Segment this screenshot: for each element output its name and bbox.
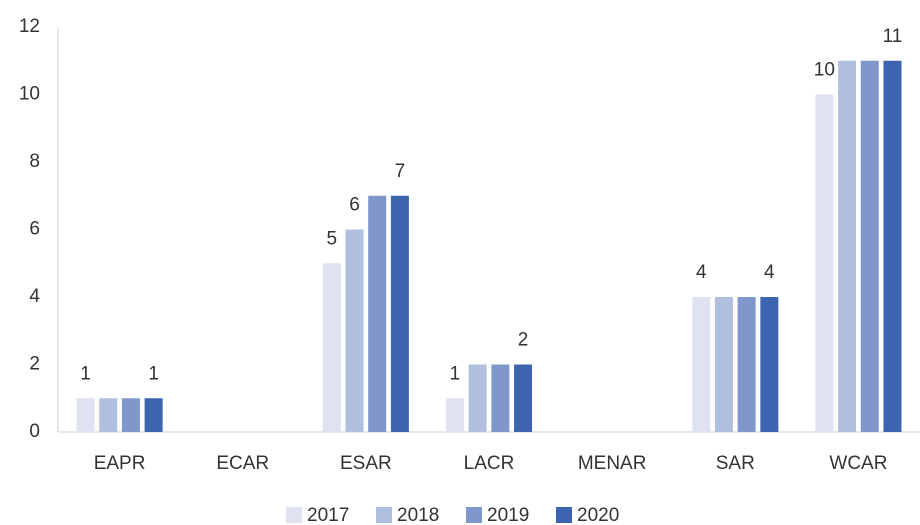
data-label: 4: [764, 262, 775, 283]
bar: [491, 364, 510, 432]
x-tick-label: EAPR: [94, 453, 146, 474]
bar: [883, 60, 902, 432]
data-label: 6: [349, 195, 360, 216]
y-tick-label: 10: [19, 84, 40, 105]
x-tick-label: ESAR: [340, 453, 392, 474]
data-label: 1: [450, 363, 461, 384]
legend-swatch: [466, 507, 482, 523]
bar: [838, 60, 857, 432]
data-label: 5: [327, 228, 338, 249]
bar: [76, 398, 95, 432]
x-tick-label: WCAR: [829, 453, 887, 474]
bar: [815, 94, 834, 432]
bar: [345, 229, 364, 432]
y-tick-label: 0: [29, 421, 40, 442]
bar: [322, 263, 341, 432]
x-tick-label: ECAR: [216, 453, 269, 474]
bar: [445, 398, 464, 432]
x-tick-label: MENAR: [578, 453, 647, 474]
bar: [860, 60, 879, 432]
data-label: 2: [518, 330, 529, 351]
legend-swatch: [376, 507, 392, 523]
y-tick-label: 12: [19, 16, 40, 37]
data-label: 1: [148, 363, 159, 384]
bar: [737, 297, 756, 432]
x-tick-label: SAR: [716, 453, 755, 474]
data-label: 4: [696, 262, 707, 283]
data-label: 1: [80, 363, 91, 384]
y-tick-label: 6: [29, 219, 40, 240]
bar: [121, 398, 140, 432]
legend-label: 2018: [397, 505, 439, 525]
x-tick-label: LACR: [464, 453, 515, 474]
bar: [368, 195, 387, 432]
bar: [760, 297, 779, 432]
legend-label: 2020: [577, 505, 619, 525]
y-tick-label: 4: [29, 286, 40, 307]
legend-label: 2019: [487, 505, 529, 525]
bar: [692, 297, 711, 432]
bar: [390, 195, 409, 432]
y-tick-label: 8: [29, 151, 40, 172]
bar: [468, 364, 487, 432]
data-label: 10: [814, 60, 835, 81]
y-tick-label: 2: [29, 354, 40, 375]
legend-swatch: [556, 507, 572, 523]
data-label: 7: [395, 161, 406, 182]
legend-label: 2017: [307, 505, 349, 525]
data-label: 11: [883, 26, 903, 47]
bar: [514, 364, 533, 432]
bar: [714, 297, 733, 432]
bar: [99, 398, 118, 432]
legend-swatch: [286, 507, 302, 523]
bar: [144, 398, 163, 432]
